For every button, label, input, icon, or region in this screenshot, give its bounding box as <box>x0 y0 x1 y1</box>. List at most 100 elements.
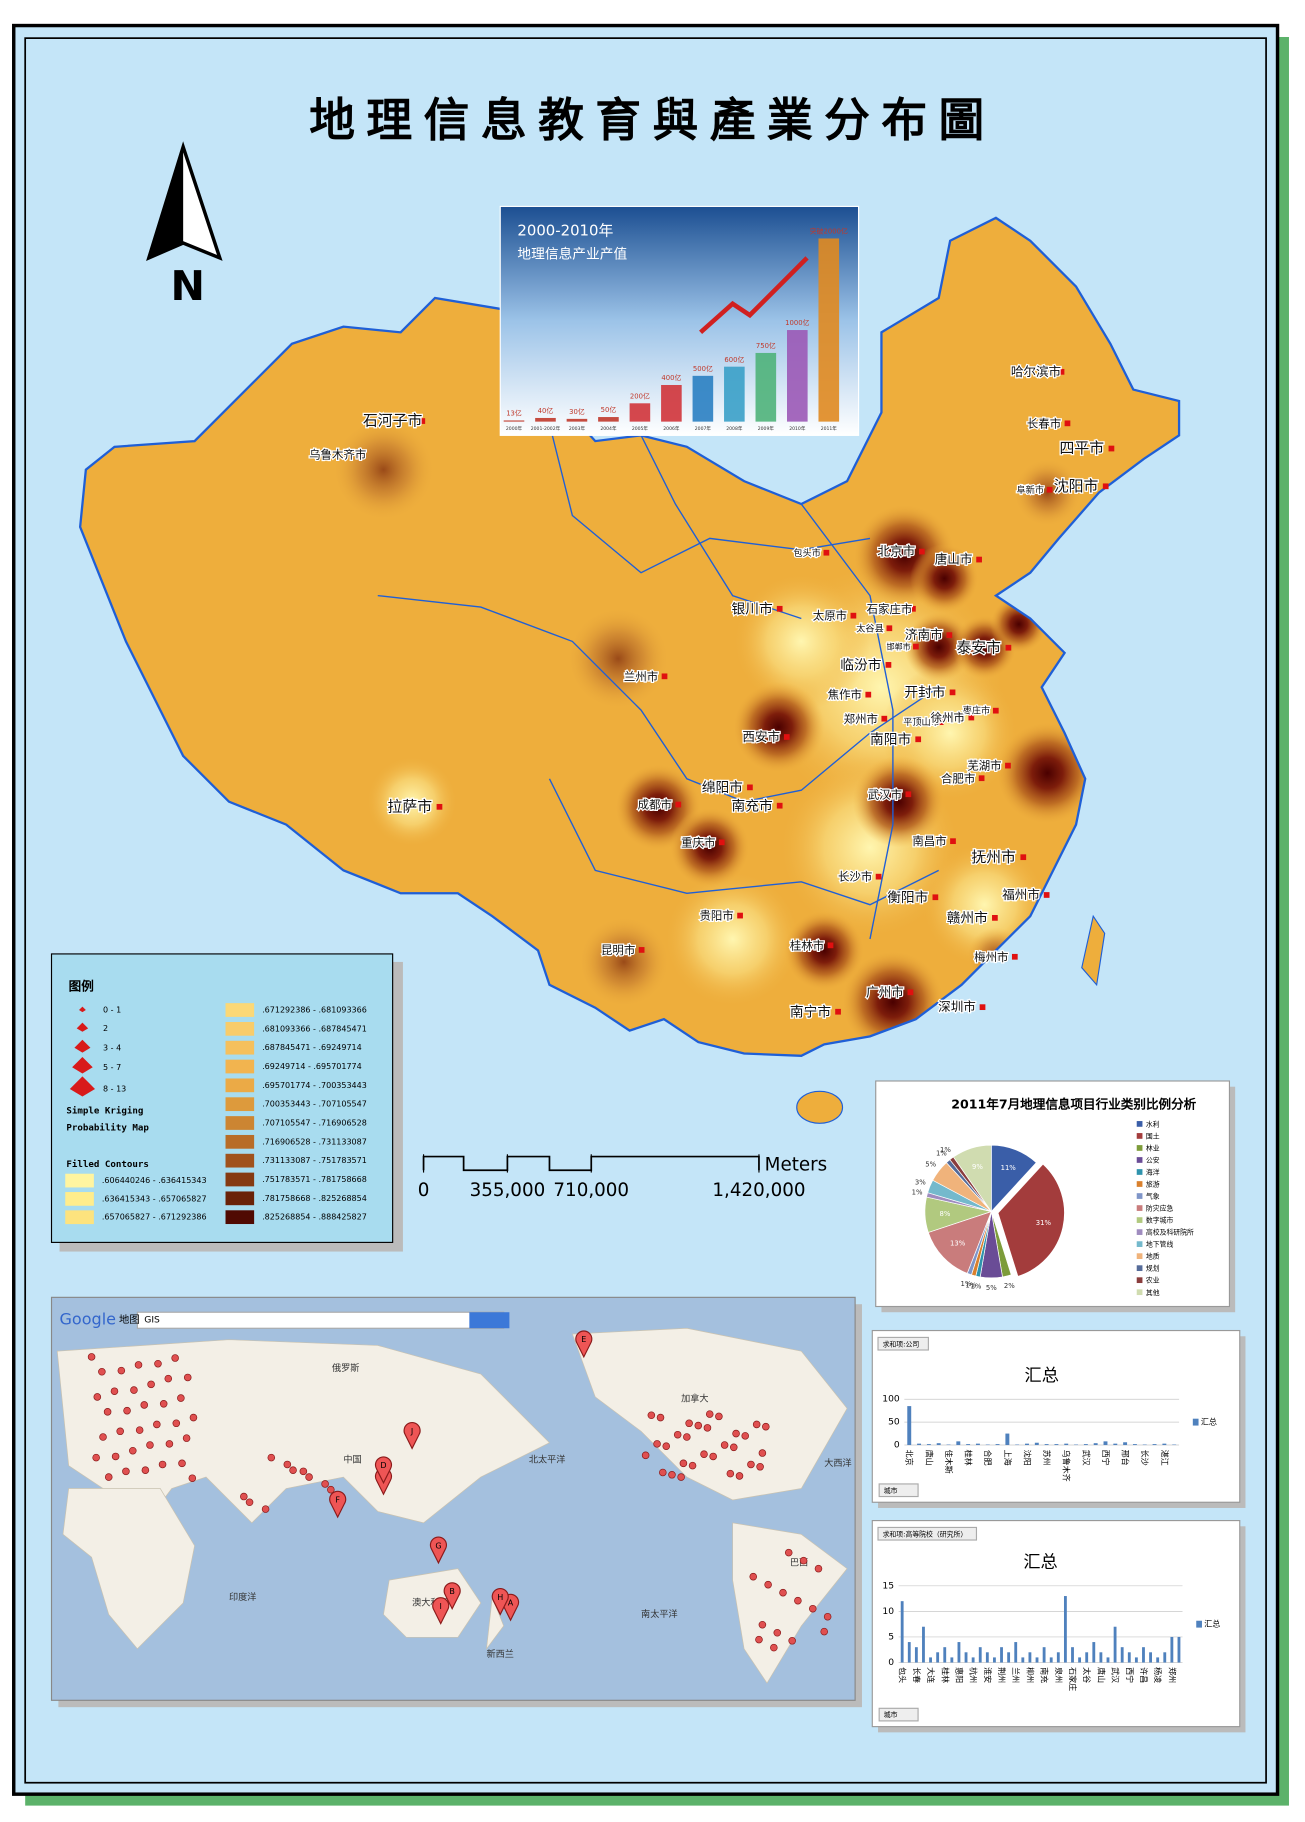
location-dot[interactable] <box>130 1386 138 1394</box>
location-dot[interactable] <box>240 1492 248 1501</box>
location-dot[interactable] <box>188 1474 197 1482</box>
location-dot[interactable] <box>688 1461 697 1470</box>
location-dot[interactable] <box>823 1612 832 1621</box>
location-dot[interactable] <box>165 1440 174 1448</box>
location-dot[interactable] <box>189 1413 198 1422</box>
location-dot[interactable] <box>668 1471 676 1479</box>
location-dot[interactable] <box>164 1374 173 1383</box>
marker-pin[interactable] <box>443 1582 461 1610</box>
location-dot[interactable] <box>758 1620 767 1629</box>
location-dot[interactable] <box>677 1473 685 1481</box>
location-dot[interactable] <box>289 1466 297 1474</box>
location-dot[interactable] <box>747 1460 755 1469</box>
location-dot[interactable] <box>788 1636 796 1645</box>
marker-pin[interactable] <box>403 1422 421 1450</box>
location-dot[interactable] <box>141 1466 150 1474</box>
location-dot[interactable] <box>154 1359 162 1368</box>
location-dot[interactable] <box>764 1580 772 1589</box>
location-dot[interactable] <box>653 1440 661 1448</box>
location-dot[interactable] <box>305 1473 313 1481</box>
marker-pin[interactable] <box>491 1588 509 1616</box>
location-dot[interactable] <box>735 1472 744 1480</box>
location-dot[interactable] <box>700 1450 708 1458</box>
location-dot[interactable] <box>135 1426 144 1434</box>
location-dot[interactable] <box>110 1387 119 1395</box>
dropdown[interactable] <box>878 1483 919 1498</box>
location-dot[interactable] <box>129 1446 137 1455</box>
location-dot[interactable] <box>752 1420 761 1429</box>
location-dot[interactable] <box>103 1408 112 1416</box>
location-dot[interactable] <box>158 1460 167 1469</box>
location-dot[interactable] <box>172 1419 181 1428</box>
location-dot[interactable] <box>794 1596 802 1605</box>
location-dot[interactable] <box>694 1421 703 1430</box>
location-dot[interactable] <box>116 1427 124 1436</box>
marker-pin[interactable] <box>329 1490 347 1519</box>
location-dot[interactable] <box>177 1394 185 1402</box>
location-dot[interactable] <box>758 1449 767 1457</box>
location-dot[interactable] <box>641 1451 650 1460</box>
location-dot[interactable] <box>140 1401 149 1409</box>
location-dot[interactable] <box>732 1429 740 1438</box>
location-dot[interactable] <box>147 1380 155 1389</box>
location-dot[interactable] <box>153 1420 161 1429</box>
location-dot[interactable] <box>122 1467 130 1476</box>
location-dot[interactable] <box>820 1627 828 1636</box>
search-button[interactable] <box>469 1312 510 1329</box>
location-dot[interactable] <box>245 1498 254 1507</box>
location-dot[interactable] <box>703 1424 712 1432</box>
location-dot[interactable] <box>327 1485 335 1494</box>
location-dot[interactable] <box>726 1469 735 1478</box>
location-dot[interactable] <box>93 1393 102 1401</box>
location-dot[interactable] <box>178 1459 186 1468</box>
location-dot[interactable] <box>715 1412 723 1421</box>
location-dot[interactable] <box>134 1361 143 1369</box>
dropdown[interactable] <box>878 1707 919 1722</box>
marker-pin[interactable] <box>432 1597 450 1625</box>
location-dot[interactable] <box>111 1452 120 1461</box>
location-dot[interactable] <box>741 1432 750 1440</box>
location-dot[interactable] <box>104 1473 113 1481</box>
location-dot[interactable] <box>123 1406 131 1415</box>
location-dot[interactable] <box>773 1628 782 1637</box>
location-dot[interactable] <box>673 1430 682 1439</box>
location-dot[interactable] <box>99 1433 107 1441</box>
location-dot[interactable] <box>685 1419 693 1428</box>
location-dot[interactable] <box>762 1422 770 1431</box>
location-dot[interactable] <box>770 1643 778 1652</box>
location-dot[interactable] <box>799 1556 808 1565</box>
location-dot[interactable] <box>756 1462 764 1471</box>
location-dot[interactable] <box>659 1468 667 1477</box>
location-dot[interactable] <box>784 1548 793 1557</box>
location-dot[interactable] <box>679 1459 688 1468</box>
location-dot[interactable] <box>171 1354 179 1362</box>
location-dot[interactable] <box>683 1433 691 1441</box>
location-dot[interactable] <box>729 1443 738 1452</box>
location-dot[interactable] <box>146 1441 154 1449</box>
location-dot[interactable] <box>749 1572 758 1581</box>
location-dot[interactable] <box>779 1588 787 1597</box>
location-dot[interactable] <box>267 1453 276 1462</box>
location-dot[interactable] <box>92 1453 100 1462</box>
marker-pin[interactable] <box>429 1536 448 1565</box>
location-dot[interactable] <box>261 1505 270 1513</box>
location-dot[interactable] <box>98 1367 106 1376</box>
location-dot[interactable] <box>705 1410 714 1418</box>
marker-pin[interactable] <box>374 1456 393 1485</box>
marker-pin[interactable] <box>575 1330 593 1359</box>
location-dot[interactable] <box>183 1373 192 1382</box>
location-dot[interactable] <box>321 1480 329 1488</box>
location-dot[interactable] <box>808 1604 817 1613</box>
location-dot[interactable] <box>299 1467 308 1476</box>
location-dot[interactable] <box>159 1400 168 1408</box>
location-dot[interactable] <box>87 1353 96 1361</box>
location-dot[interactable] <box>117 1366 126 1375</box>
location-dot[interactable] <box>814 1564 823 1573</box>
location-dot[interactable] <box>720 1441 729 1449</box>
location-dot[interactable] <box>647 1411 656 1420</box>
location-dot[interactable] <box>656 1413 665 1422</box>
location-dot[interactable] <box>182 1434 191 1442</box>
location-dot[interactable] <box>662 1442 671 1450</box>
location-dot[interactable] <box>709 1452 717 1461</box>
location-dot[interactable] <box>283 1460 292 1469</box>
